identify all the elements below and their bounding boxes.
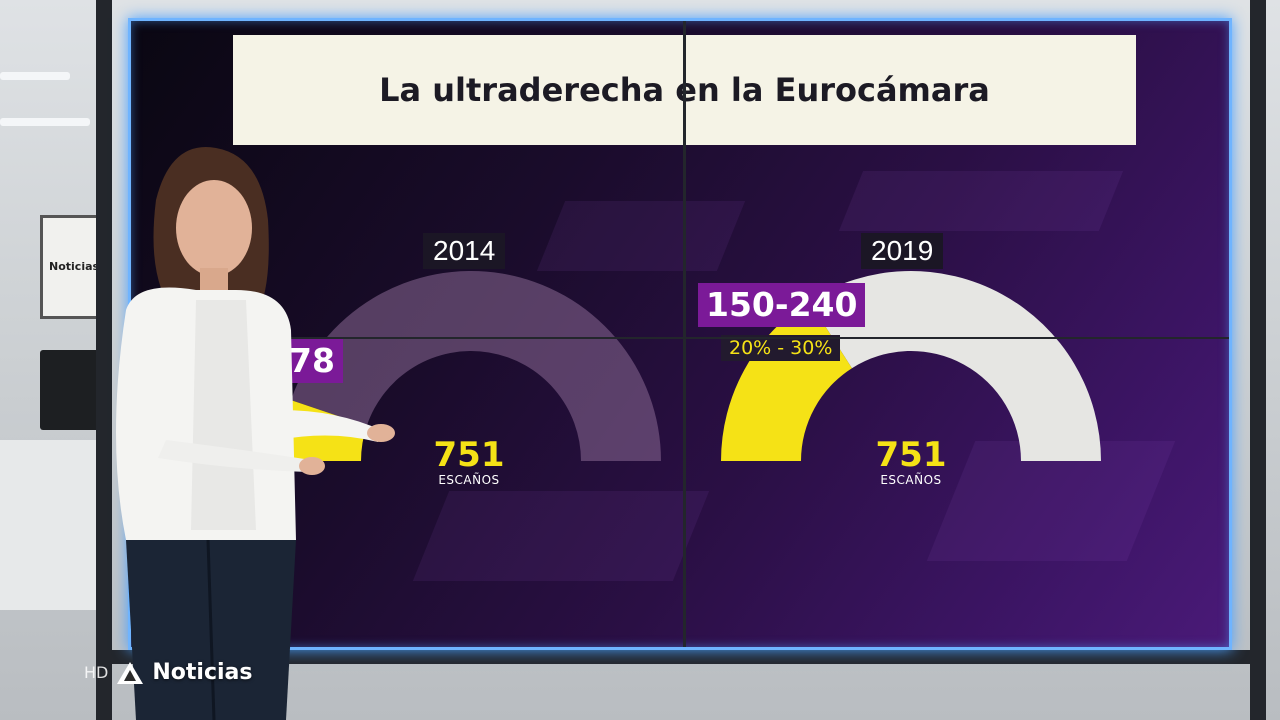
gauge-remaining-seats-2014 <box>291 270 661 461</box>
gauge-remaining-seats-2019 <box>808 271 1101 461</box>
presenter-figure <box>116 147 395 720</box>
video-wall-frame <box>96 0 1266 720</box>
video-wall-screen: La ultraderecha en la Eurocámara 2014 20… <box>128 18 1232 650</box>
total-2014: 751 ESCAÑOS <box>409 437 529 487</box>
frame-rail-bottom <box>96 650 1266 664</box>
ceiling-light <box>0 118 90 126</box>
screen-seam-vertical <box>683 21 686 647</box>
antena3-icon <box>117 661 144 684</box>
screen-seam-horizontal <box>131 337 1229 339</box>
channel-name: Noticias <box>152 660 253 685</box>
channel-logo: HD Noticias <box>84 660 252 685</box>
total-number-2014: 751 <box>433 435 505 475</box>
ceiling-light <box>0 72 70 80</box>
background-monitor <box>40 350 102 430</box>
total-unit-2014: ESCAÑOS <box>438 473 500 487</box>
total-number-2019: 751 <box>875 435 947 475</box>
poster-text: Noticias <box>49 260 100 273</box>
hd-badge: HD <box>84 663 109 682</box>
percent-label-2019: 20% - 30% <box>721 335 841 361</box>
frame-post-right <box>1250 0 1266 720</box>
year-label-2019: 2019 <box>861 233 944 269</box>
total-unit-2019: ESCAÑOS <box>880 473 942 487</box>
frame-post-left <box>96 0 112 720</box>
background-desk <box>0 440 110 610</box>
seats-label-2019: 150-240 <box>698 283 866 327</box>
year-label-2014: 2014 <box>423 233 506 269</box>
total-2019: 751 ESCAÑOS <box>851 437 971 487</box>
